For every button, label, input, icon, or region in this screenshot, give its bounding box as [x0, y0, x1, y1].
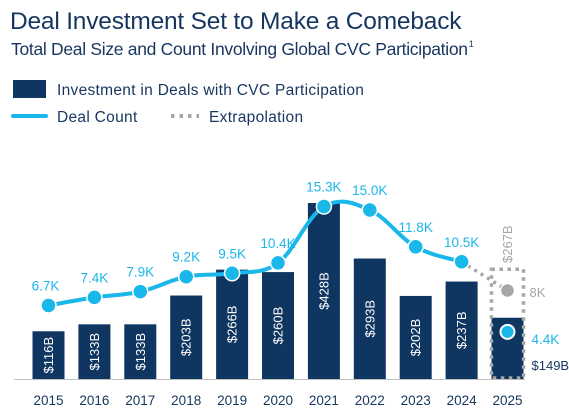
- deal-count-label-2022: 15.0K: [352, 183, 387, 198]
- bar-2022: [353, 258, 386, 379]
- deal-count-point-2025: [499, 323, 516, 340]
- deal-count-label-2025: 4.4K: [532, 332, 560, 347]
- legend-label-deal-count: Deal Count: [57, 109, 138, 126]
- bar-2024: [445, 281, 478, 379]
- x-axis: 2015 2016 2017 2018 2019 2020 2021 2022 2023 2024…: [14, 379, 525, 408]
- bar-label-2019: $266B: [225, 306, 240, 344]
- x-tick-2018: 2018: [171, 393, 201, 408]
- deal-count-point-2020: [269, 254, 287, 272]
- bar-label-2025: $149B: [532, 358, 569, 373]
- legend: Investment in Deals with CVC Participati…: [11, 80, 364, 126]
- bar-2020: [262, 272, 294, 379]
- bar-label-2023: $202B: [408, 319, 423, 357]
- deal-count-layer: [40, 198, 516, 340]
- deal-count-line: [48, 199, 463, 308]
- subtitle-text: Total Deal Size and Count Involving Glob…: [11, 39, 468, 59]
- bar-label-2022: $293B: [362, 300, 377, 338]
- deal-count-point-2022: [361, 201, 379, 219]
- bar-2018: [170, 295, 203, 379]
- extrapolation-bar: [489, 267, 526, 380]
- extrapolation-count-label: 8K: [530, 285, 546, 300]
- extrapolation-line: [460, 260, 509, 292]
- deal-count-label-2015: 6.7K: [32, 278, 60, 293]
- x-tick-2021: 2021: [309, 393, 339, 408]
- bar-label-2024: $237B: [454, 311, 469, 349]
- extrapolation-point: [499, 282, 516, 299]
- deal-count-label-2018: 9.2K: [172, 250, 200, 265]
- deal-count-label-2019: 9.5K: [218, 246, 246, 261]
- bar-2016: [78, 324, 111, 379]
- deal-count-label-2021: 15.3K: [306, 180, 341, 195]
- legend-label-extrapolation: Extrapolation: [209, 109, 303, 126]
- chart-title: Deal Investment Set to Make a Comeback: [10, 8, 462, 35]
- bar-label-2020: $260B: [271, 307, 286, 345]
- chart-subtitle: Total Deal Size and Count Involving Glob…: [11, 39, 566, 60]
- extrapolation-investment-label: $267B: [500, 225, 515, 263]
- deal-count-point-2016: [86, 289, 103, 306]
- deal-count-label-2023: 11.8K: [399, 220, 433, 235]
- deal-count-label-2016: 7.4K: [81, 270, 109, 285]
- bars: [32, 203, 526, 380]
- labels: $116B $133B $133B $203B $266B $260B $428B $293B…: [32, 180, 569, 374]
- bar-2019: [216, 269, 249, 379]
- deal-count-point-2019: [223, 265, 241, 282]
- deal-count-point-2021: [315, 198, 333, 215]
- deal-count-point-2023: [407, 238, 424, 256]
- deal-count-point-2018: [177, 268, 195, 285]
- subtitle-footnote: 1: [468, 39, 474, 49]
- legend-swatch-investment: [13, 80, 46, 98]
- x-tick-2023: 2023: [401, 393, 431, 408]
- deal-count-point-2015: [40, 297, 57, 314]
- bar-2023: [399, 295, 432, 379]
- deal-count-label-2020: 10.4K: [260, 236, 295, 251]
- bar-2017: [124, 324, 157, 379]
- bar-label-2018: $203B: [179, 318, 194, 356]
- deal-count-label-2017: 7.9K: [126, 265, 154, 280]
- bar-label-2016: $133B: [87, 333, 102, 371]
- bar-2015: [32, 331, 65, 379]
- bar-label-2017: $133B: [133, 333, 148, 371]
- x-tick-2019: 2019: [217, 393, 247, 408]
- bar-2021: [307, 203, 340, 379]
- deal-count-point-2017: [132, 283, 149, 300]
- x-tick-2020: 2020: [263, 393, 293, 408]
- x-tick-2025: 2025: [492, 393, 522, 408]
- x-tick-2017: 2017: [125, 393, 155, 408]
- deal-count-label-2024: 10.5K: [444, 235, 479, 250]
- bar-label-2021: $428B: [316, 272, 331, 310]
- deal-count-point-2024: [453, 253, 470, 270]
- x-tick-2015: 2015: [33, 393, 63, 408]
- legend-label-investment: Investment in Deals with CVC Participati…: [57, 82, 364, 99]
- x-tick-2016: 2016: [79, 393, 109, 408]
- x-tick-2024: 2024: [447, 393, 478, 408]
- bar-label-2015: $116B: [41, 337, 56, 374]
- x-tick-2022: 2022: [355, 393, 385, 408]
